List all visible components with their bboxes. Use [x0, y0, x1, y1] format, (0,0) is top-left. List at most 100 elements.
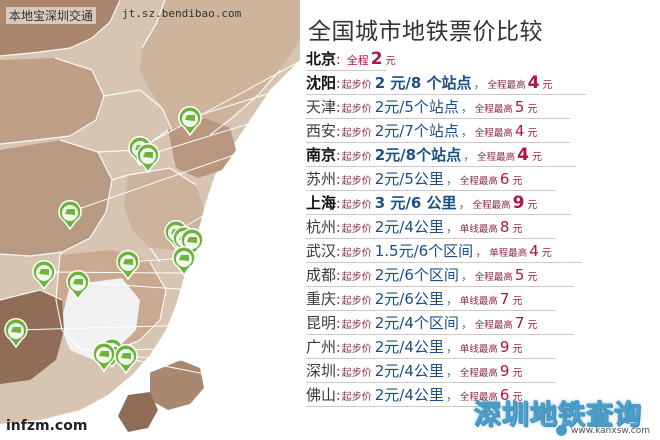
city-name: 苏州 [306, 170, 337, 188]
max-fare-label: 全程最高 [487, 80, 526, 91]
price-row: 昆明 : 起步价 2元/4个区间 ， 全程最高 7 元 [306, 312, 537, 334]
price-row: 南京 : 起步价 2元/8个站点 ， 全程最高 4 元 [306, 144, 542, 166]
city-name: 武汉 [306, 242, 337, 260]
max-fare-value: 7 [499, 290, 510, 308]
subway-train-pin-icon [114, 344, 138, 375]
start-fare-value: 2元/8个站点 [374, 146, 462, 164]
source-url: jt.sz.bendibao.com [122, 7, 242, 20]
city-name: 北京 [306, 50, 337, 68]
separator: : [336, 364, 341, 380]
price-row: 重庆 : 起步价 2元/6公里 ， 单线最高 7 元 [306, 288, 522, 310]
start-fare-label: 起步价 [341, 104, 372, 115]
separator: : [336, 340, 341, 356]
separator: : [336, 388, 341, 404]
max-fare-label: 全程最高 [459, 176, 498, 187]
max-fare-value: 9 [512, 193, 525, 213]
city-name: 广州 [306, 338, 337, 356]
separator: : [336, 172, 341, 188]
city-name: 上海 [306, 194, 337, 212]
comma: ， [460, 125, 473, 139]
price-row: 武汉 : 起步价 1.5元/6个区间 ， 单程最高 4 元 [306, 240, 552, 262]
yuan-unit: 元 [512, 368, 523, 379]
max-fare-label: 全程最高 [474, 272, 513, 283]
separator: : [336, 292, 341, 308]
max-fare-label: 全程最高 [474, 104, 513, 115]
comma: ， [445, 389, 458, 403]
start-fare-value: 2 元/8 个站点 [374, 74, 472, 92]
row-divider [306, 382, 556, 383]
comma: ， [445, 365, 458, 379]
max-fare-value: 4 [514, 122, 525, 140]
start-fare-label: 起步价 [341, 368, 372, 379]
separator: : [336, 148, 341, 164]
comma: ， [460, 317, 473, 331]
city-name: 深圳 [306, 362, 337, 380]
subway-train-pin-icon [180, 228, 204, 259]
start-fare-label: 起步价 [341, 200, 372, 211]
yuan-unit: 元 [512, 296, 523, 307]
max-fare-value: 8 [499, 218, 510, 236]
start-fare-value: 2元/4个区间 [374, 314, 459, 332]
yuan-unit: 元 [527, 272, 538, 283]
start-fare-label: 起步价 [341, 80, 372, 91]
max-fare-value: 9 [499, 338, 510, 356]
start-fare-value: 1.5元/6个区间 [374, 242, 474, 260]
yuan-unit: 元 [542, 80, 553, 91]
row-divider [306, 334, 574, 335]
subway-train-pin-icon [92, 342, 116, 373]
price-row: 沈阳 : 起步价 2 元/8 个站点 ， 全程最高 4 元 [306, 72, 552, 94]
row-divider [306, 70, 386, 71]
max-fare-value: 4 [527, 73, 540, 93]
comma: ， [445, 221, 458, 235]
price-row: 天津 : 起步价 2元/5个站点 ， 全程最高 5 元 [306, 96, 537, 118]
city-name: 天津 [306, 98, 337, 116]
row-divider [306, 118, 570, 119]
yuan-unit: 元 [527, 200, 538, 211]
start-fare-value: 2元/5个站点 [374, 98, 459, 116]
separator: : [336, 76, 341, 92]
subway-train-pin-icon [58, 200, 82, 231]
row-divider [306, 214, 571, 215]
price-row: 佛山 : 起步价 2元/4公里 ， 全程最高 6 元 [306, 384, 522, 406]
yuan-unit: 元 [385, 56, 396, 67]
start-fare-label: 起步价 [341, 152, 372, 163]
yuan-unit: 元 [541, 248, 552, 259]
start-fare-label: 起步价 [341, 320, 372, 331]
separator: : [336, 268, 341, 284]
start-fare-label: 起步价 [341, 296, 372, 307]
max-fare-label: 全程最高 [459, 392, 498, 403]
max-fare-label: 全程最高 [477, 152, 516, 163]
comma: ， [445, 173, 458, 187]
max-fare-label: 全程最高 [474, 320, 513, 331]
start-fare-value: 2元/6公里 [374, 290, 444, 308]
city-name: 杭州 [306, 218, 337, 236]
max-fare-value: 4 [529, 242, 539, 260]
start-fare-label: 起步价 [341, 128, 372, 139]
source-label: 本地宝深圳交通 [6, 7, 97, 24]
subway-train-pin-icon [66, 270, 90, 301]
start-fare-value: 3 元/6 公里 [374, 194, 457, 212]
price-row: 上海 : 起步价 3 元/6 公里 ， 全程最高 9 元 [306, 192, 537, 214]
separator: : [336, 100, 341, 116]
start-fare-value: 2元/4公里 [374, 338, 444, 356]
comma: ， [460, 101, 473, 115]
yuan-unit: 元 [527, 104, 538, 115]
row-divider [306, 94, 586, 95]
max-fare-value: 4 [517, 145, 529, 165]
comma: ， [458, 197, 471, 211]
row-divider [306, 406, 556, 407]
start-fare-value: 2元/5公里 [374, 170, 444, 188]
comma: ， [460, 269, 473, 283]
comma: ， [475, 245, 488, 259]
separator: : [336, 124, 341, 140]
row-divider [306, 166, 576, 167]
max-fare-value: 7 [514, 314, 525, 332]
city-name: 佛山 [306, 386, 337, 404]
city-name: 南京 [306, 146, 337, 164]
yuan-unit: 元 [512, 392, 523, 403]
city-name: 沈阳 [306, 74, 337, 92]
subway-train-pin-icon [172, 246, 196, 277]
city-name: 成都 [306, 266, 337, 284]
max-fare-value: 5 [514, 266, 525, 284]
